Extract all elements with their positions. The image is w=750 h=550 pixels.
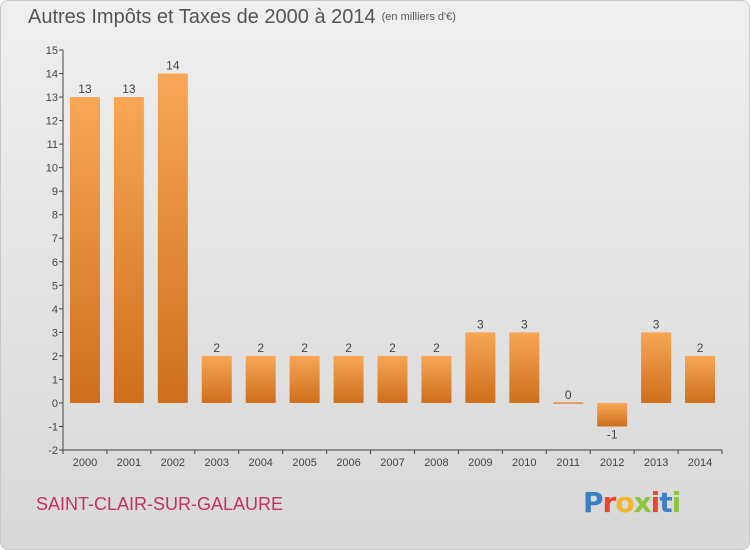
town-name: SAINT-CLAIR-SUR-GALAURE [36, 494, 284, 514]
bar [69, 97, 100, 403]
bar [201, 355, 232, 403]
logo-letter: t [659, 486, 672, 519]
logo-letter: i [671, 486, 682, 519]
x-tick-label: 2012 [600, 457, 624, 469]
x-tick-label: 2013 [644, 457, 668, 469]
y-tick-label: 15 [46, 45, 58, 57]
y-tick-label: 13 [46, 92, 58, 104]
x-tick-label: 2006 [336, 457, 360, 469]
data-label: 2 [213, 341, 220, 355]
data-label: 3 [653, 317, 660, 331]
x-tick-label: 2007 [380, 457, 404, 469]
x-tick-label: 2004 [248, 457, 272, 469]
x-tick-label: 2001 [117, 457, 141, 469]
x-tick-label: 2002 [161, 457, 185, 469]
bar [289, 355, 320, 403]
logo-letter: P [583, 486, 604, 519]
y-tick-label: 5 [52, 280, 58, 292]
y-tick-label: 7 [52, 233, 58, 245]
y-tick-label: 3 [52, 327, 58, 339]
data-label: 2 [257, 341, 264, 355]
data-label: 2 [433, 341, 440, 355]
data-label: 2 [301, 341, 308, 355]
y-tick-label: -1 [48, 421, 58, 433]
data-label: 0 [565, 388, 572, 402]
chart-title: Autres Impôts et Taxes de 2000 à 2014 (en… [28, 6, 456, 29]
y-tick-label: 0 [52, 398, 58, 410]
logo-letter: i [650, 486, 661, 519]
data-label: 13 [122, 82, 136, 96]
y-tick-label: 8 [52, 210, 58, 222]
x-tick-label: 2009 [468, 457, 492, 469]
logo-letter: o [615, 486, 634, 519]
bar [641, 332, 672, 403]
bar [553, 402, 584, 404]
data-label: 3 [477, 317, 484, 331]
proxiti-logo: Proxiti [583, 486, 682, 519]
bar [157, 73, 188, 403]
x-tick-label: 2008 [424, 457, 448, 469]
y-tick-label: -2 [48, 445, 58, 457]
bar [421, 355, 452, 403]
bar [509, 332, 540, 403]
x-tick-label: 2003 [205, 457, 229, 469]
y-tick-label: 10 [46, 163, 58, 175]
data-label: 13 [78, 82, 92, 96]
y-tick-label: 6 [52, 257, 58, 269]
y-tick-label: 9 [52, 186, 58, 198]
x-tick-label: 2014 [688, 457, 712, 469]
bar [333, 355, 364, 403]
bar [465, 332, 496, 403]
bar [245, 355, 276, 403]
bar [597, 402, 628, 427]
bar [685, 355, 716, 403]
data-label: 2 [345, 341, 352, 355]
y-tick-label: 1 [52, 374, 58, 386]
data-label: 3 [521, 317, 528, 331]
y-tick-label: 12 [46, 116, 58, 128]
chart-title-text: Autres Impôts et Taxes de 2000 à 2014 [28, 6, 376, 28]
data-label: 14 [166, 59, 180, 73]
x-tick-label: 2000 [73, 457, 97, 469]
y-tick-label: 11 [47, 139, 58, 151]
x-tick-label: 2010 [512, 457, 536, 469]
bar [377, 355, 408, 403]
x-tick-label: 2005 [292, 457, 316, 469]
logo-letter: x [633, 486, 652, 519]
x-tick-label: 2011 [556, 457, 580, 469]
chart-unit: (en milliers d'€) [381, 11, 456, 23]
bar [113, 97, 144, 403]
logo-letter: r [602, 486, 617, 519]
data-label: -1 [607, 427, 618, 441]
y-tick-label: 2 [52, 351, 58, 363]
y-tick-label: 4 [52, 304, 58, 316]
y-tick-label: 14 [46, 69, 58, 81]
data-label: 2 [389, 341, 396, 355]
data-label: 2 [697, 341, 704, 355]
